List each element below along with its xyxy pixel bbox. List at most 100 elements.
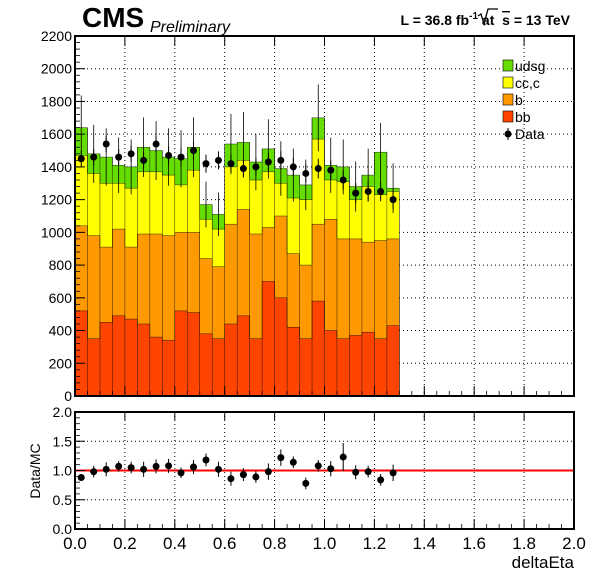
data-point [102, 140, 110, 148]
data-point [115, 153, 123, 161]
top-ytick-label: 1200 [41, 192, 72, 208]
stacked-histogram [74, 84, 400, 397]
ratio-point [165, 462, 173, 470]
ratio-point [214, 465, 222, 473]
ratio-xtick-label: 0.2 [113, 534, 137, 553]
data-point [252, 163, 260, 171]
legend-swatch-ccc [502, 76, 514, 89]
data-point [389, 196, 397, 204]
data-points [77, 135, 397, 210]
ratio-xtick-label: 0.4 [163, 534, 187, 553]
top-ytick-label: 200 [49, 355, 73, 371]
data-point [177, 153, 185, 161]
data-point [364, 187, 372, 195]
top-ytick-label: 2200 [41, 28, 72, 44]
legend-label: Data [515, 126, 545, 142]
ratio-point [314, 462, 322, 470]
data-point [239, 165, 247, 173]
data-point [214, 156, 222, 164]
data-point [289, 163, 297, 171]
ratio-point [289, 458, 297, 466]
top-ytick-label: 1000 [41, 224, 72, 240]
ratio-point [352, 468, 360, 476]
top-ytick-label: 800 [49, 257, 73, 273]
ratio-ytick-label: 2.0 [53, 404, 73, 420]
top-ytick-label: 600 [49, 290, 73, 306]
ratio-point [102, 465, 110, 473]
ratio-xtick-label: 1.8 [512, 534, 536, 553]
data-point [127, 150, 135, 158]
ratio-xtick-label: 0.0 [63, 534, 87, 553]
ratio-xtick-label: 1.6 [462, 534, 486, 553]
ratio-point [327, 465, 335, 473]
ratio-point [227, 475, 235, 483]
data-point [140, 156, 148, 164]
data-point [377, 187, 385, 195]
data-point [352, 189, 360, 197]
data-point [165, 151, 173, 159]
ratio-point [177, 469, 185, 477]
legend-label: udsg [515, 58, 545, 74]
ratio-point [239, 471, 247, 479]
lumi-prefix: L = 36.8 fb [401, 12, 470, 28]
ratio-axes: 0.0 0.5 1.0 1.5 2.0 0.0 0.2 0.4 0.6 0.8 1.0 1.2 1.4 1… [53, 404, 586, 553]
x-axis-label: deltaEta [512, 553, 575, 572]
ratio-point [115, 462, 123, 470]
ratio-xtick-label: 0.8 [263, 534, 287, 553]
ratio-point [377, 476, 385, 484]
top-ytick-label: 1400 [41, 159, 72, 175]
ratio-frame [74, 411, 575, 530]
ratio-point [302, 479, 310, 487]
ratio-ytick-label: 0.0 [53, 521, 73, 537]
ratio-ytick-label: 1.5 [53, 433, 73, 449]
legend-swatch-udsg [502, 59, 514, 72]
ratio-point [190, 463, 198, 471]
ratio-point [364, 468, 372, 476]
top-ytick-label: 1800 [41, 93, 72, 109]
data-point [314, 165, 322, 173]
ratio-point [264, 468, 272, 476]
ratio-point [202, 456, 210, 464]
top-frame [74, 35, 575, 397]
legend-label: bb [515, 109, 531, 125]
data-point [77, 155, 85, 163]
data-point [90, 153, 98, 161]
ratio-xtick-label: 2.0 [562, 534, 586, 553]
lumi-exponent: -1 [469, 11, 478, 22]
ratio-xtick-label: 1.4 [412, 534, 436, 553]
ratio-point [77, 474, 85, 482]
ratio-xtick-label: 1.2 [363, 534, 387, 553]
data-point [202, 160, 210, 168]
ratio-point [339, 453, 347, 461]
legend-swatch-bb [502, 110, 514, 123]
ratio-ylabel: Data/MC [27, 443, 43, 498]
data-point [227, 160, 235, 168]
data-point [339, 176, 347, 184]
top-ytick-label: 0 [64, 388, 72, 404]
experiment-label: CMS [82, 2, 144, 33]
legend-label: cc,c [515, 75, 540, 91]
ratio-point [140, 465, 148, 473]
ratio-point [389, 469, 397, 477]
data-point [152, 140, 160, 148]
ratio-points [77, 443, 397, 490]
data-point [327, 166, 335, 174]
legend-label: b [515, 92, 523, 108]
data-point [277, 156, 285, 164]
top-ytick-label: 2000 [41, 61, 72, 77]
energy: = 13 TeV [510, 12, 571, 28]
ratio-point [127, 464, 135, 472]
ratio-ytick-label: 1.0 [53, 463, 73, 479]
data-point [190, 147, 198, 155]
legend-swatch-b [502, 93, 514, 106]
ratio-point [152, 462, 160, 470]
ratio-point [252, 473, 260, 481]
ratio-ytick-label: 0.5 [53, 492, 73, 508]
top-ytick-label: 1600 [41, 126, 72, 142]
ratio-point [90, 468, 98, 476]
sqrt-icon [477, 8, 498, 27]
top-ytick-label: 400 [49, 323, 73, 339]
